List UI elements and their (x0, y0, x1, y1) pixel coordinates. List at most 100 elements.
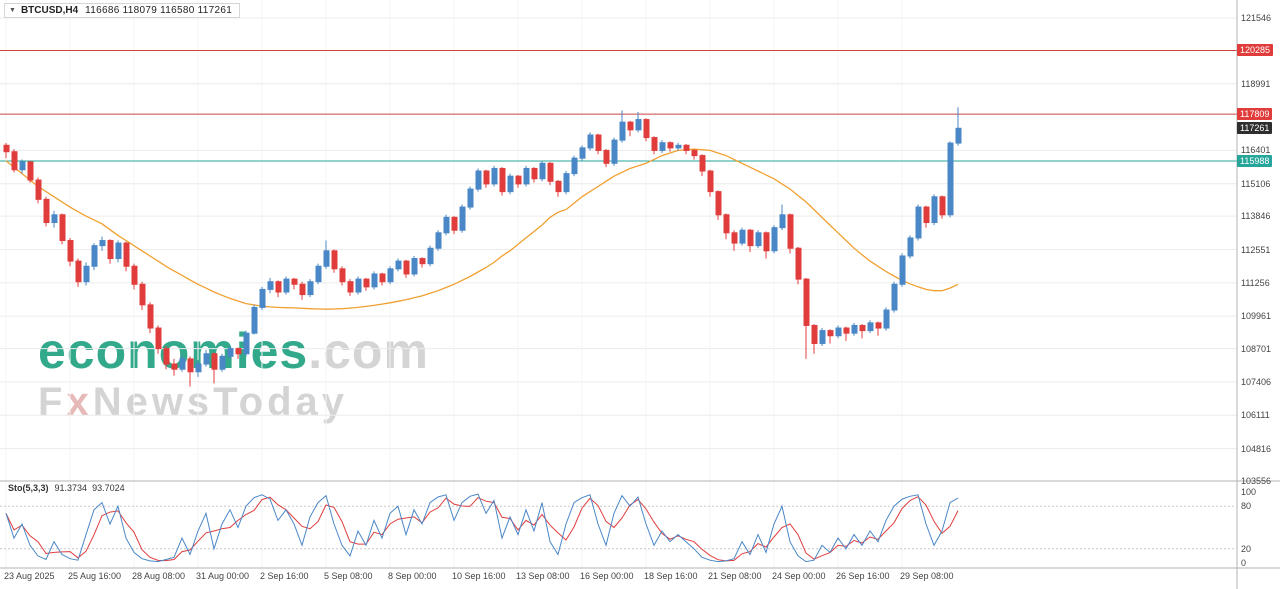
candle-body (947, 142, 954, 216)
candle-body (43, 198, 50, 224)
candle-body (571, 157, 578, 175)
price-badge-green: 115988 (1237, 154, 1273, 167)
candle-body (723, 214, 730, 234)
candle-body (627, 121, 634, 131)
candle-body (531, 167, 538, 180)
symbol-header[interactable]: ▼ BTCUSD,H4 116686 118079 116580 117261 (4, 3, 241, 18)
candle-body (651, 137, 658, 151)
candle-body (811, 324, 818, 344)
candle-body (411, 258, 418, 275)
stoch-axis-label: 20 (1241, 543, 1252, 554)
stoch-main-line (5, 493, 959, 563)
indicator-name: Sto(5,3,3) (8, 483, 49, 493)
candle-body (363, 278, 370, 288)
candle-body (955, 127, 962, 144)
candle-body (307, 281, 314, 296)
price-axis: 121546 118991 116401 115106 113846 112551 1112… (1237, 0, 1280, 589)
candle-body (803, 278, 810, 326)
candle-body (763, 232, 770, 252)
candle-body (491, 167, 498, 185)
candle-body (427, 247, 434, 265)
price-badge-red: 117809 (1237, 107, 1273, 120)
candle-body (795, 247, 802, 280)
candle-body (123, 242, 130, 267)
candle-body (699, 155, 706, 172)
candle-body (883, 309, 890, 329)
candle-body (667, 142, 674, 149)
candle-body (67, 240, 74, 262)
time-axis-label: 25 Aug 16:00 (68, 571, 122, 581)
candle-body (19, 161, 26, 171)
candle-body (283, 278, 290, 293)
candle-body (475, 170, 482, 190)
candle-body (339, 268, 346, 283)
price-axis-label: 104816 (1241, 443, 1272, 454)
candle-body (139, 283, 146, 306)
candle-body (539, 162, 546, 180)
candle-body (115, 242, 122, 260)
candle-body (715, 191, 722, 216)
candle-body (291, 278, 298, 285)
price-axis-label: 118991 (1241, 78, 1271, 89)
candle-body (739, 229, 746, 244)
candle-body (267, 281, 274, 290)
candle-body (11, 151, 18, 171)
candle-body (259, 288, 266, 308)
candle-body (691, 149, 698, 157)
time-axis-label: 8 Sep 00:00 (388, 571, 437, 581)
candle-body (211, 353, 218, 370)
candle-body (891, 283, 898, 311)
candle-body (155, 327, 162, 350)
candle-body (635, 119, 642, 131)
candle-body (347, 281, 354, 293)
candle-body (187, 358, 194, 373)
candle-body (195, 363, 202, 373)
time-axis-label: 26 Sep 16:00 (836, 571, 890, 581)
indicator-value-main: 91.3734 (54, 483, 88, 493)
candle-body (3, 144, 10, 153)
candle-body (275, 281, 282, 293)
candle-body (483, 170, 490, 185)
watermark-brand-suffix: .com (308, 323, 429, 379)
time-axis-label: 28 Aug 08:00 (132, 571, 186, 581)
price-axis-label: 115106 (1241, 178, 1271, 189)
candle-body (227, 348, 234, 357)
candle-body (459, 206, 466, 231)
candle-body (867, 322, 874, 332)
time-axis-label: 13 Sep 08:00 (516, 571, 570, 581)
time-axis-label: 24 Sep 00:00 (772, 571, 826, 581)
candle-body (131, 265, 138, 285)
candle-body (251, 306, 258, 334)
candle-body (171, 363, 178, 370)
candle-body (91, 245, 98, 267)
stoch-signal-line (5, 496, 959, 562)
candle-body (203, 353, 210, 365)
price-axis-label: 103556 (1241, 476, 1272, 486)
indicator-value-signal: 93.7024 (92, 483, 125, 493)
candle-body (779, 214, 786, 229)
candle-body (443, 216, 450, 234)
time-axis-label: 2 Sep 16:00 (260, 571, 309, 581)
price-badge-red: 120285 (1237, 43, 1274, 56)
candle-body (163, 348, 170, 365)
candle-body (83, 265, 90, 283)
candle-body (835, 327, 842, 337)
candle-body (579, 147, 586, 159)
candle-body (499, 167, 506, 193)
stoch-axis-label: 0 (1241, 558, 1247, 568)
symbol-dropdown-icon[interactable]: ▼ (9, 7, 16, 14)
price-badge-dark: 117261 (1237, 121, 1273, 134)
candle-body (387, 268, 394, 283)
candle-body (555, 180, 562, 193)
candle-body (299, 283, 306, 296)
time-axis-label: 21 Sep 08:00 (708, 571, 762, 581)
candle-body (451, 216, 458, 231)
candle-body (707, 170, 714, 193)
candle-body (35, 179, 42, 200)
candle-body (419, 258, 426, 265)
candle-body (787, 214, 794, 249)
candle-body (899, 255, 906, 285)
price-axis-label: 121546 (1241, 13, 1272, 23)
time-axis-label: 31 Aug 00:00 (196, 571, 250, 581)
